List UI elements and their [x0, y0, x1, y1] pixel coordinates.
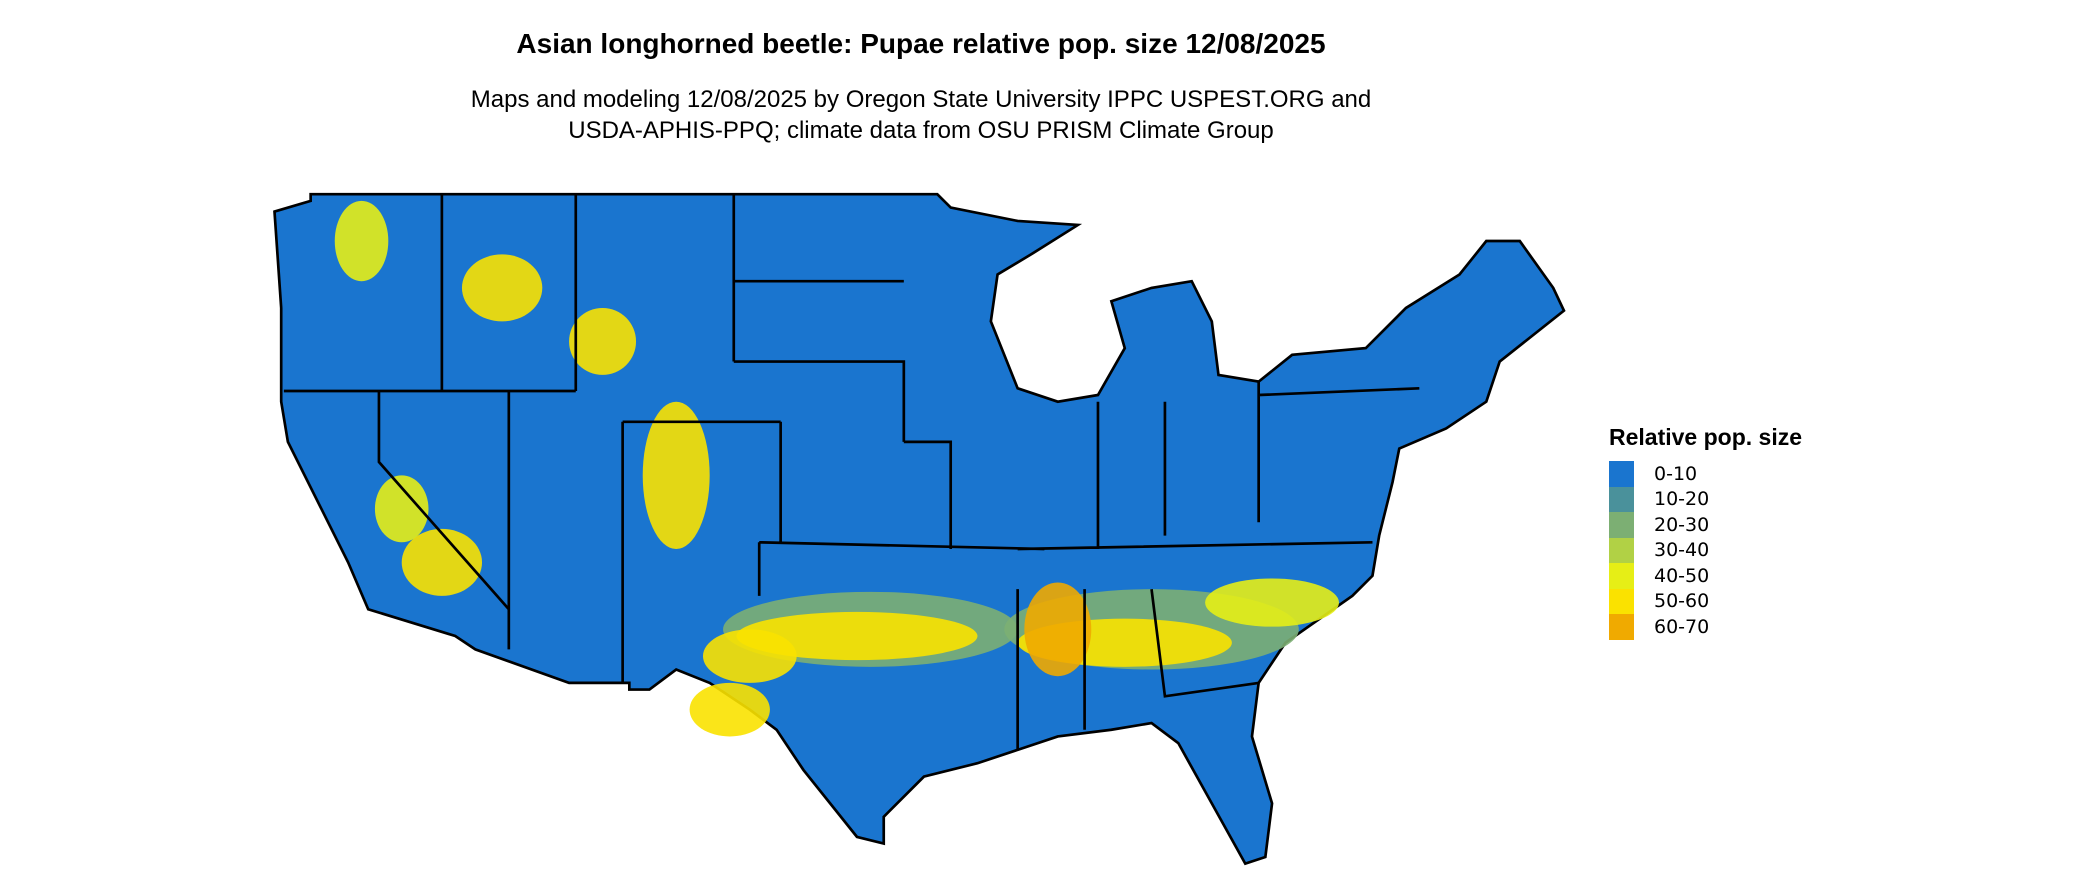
hotspot-area	[702, 629, 797, 683]
hotspot-area	[461, 254, 543, 322]
legend-item: 60-70	[1609, 614, 1802, 640]
map-subtitle-line-1: Maps and modeling 12/08/2025 by Oregon S…	[470, 86, 1372, 113]
legend-swatch	[1609, 563, 1634, 589]
legend-swatch	[1609, 588, 1634, 614]
legend: Relative pop. size 0-10 10-20 20-30 30-40 40…	[1609, 424, 1802, 640]
state-borders	[283, 194, 1420, 750]
hotspot-area	[569, 307, 637, 375]
legend-swatch	[1609, 537, 1634, 563]
legend-label: 30-40	[1654, 539, 1710, 562]
legend-label: 20-30	[1654, 513, 1710, 536]
border-line	[283, 194, 1420, 750]
legend-swatch	[1609, 614, 1634, 640]
legend-item: 10-20	[1609, 486, 1802, 512]
hotspot-area	[374, 475, 429, 543]
map-title: Asian longhorned beetle: Pupae relative …	[516, 28, 1326, 59]
hotspot-area	[401, 528, 483, 596]
legend-swatch	[1609, 486, 1634, 512]
legend-item: 20-30	[1609, 512, 1802, 538]
hotspot-area	[1205, 578, 1339, 627]
legend-item: 50-60	[1609, 588, 1802, 614]
legend-title: Relative pop. size	[1609, 424, 1803, 450]
legend-label: 50-60	[1654, 590, 1710, 613]
legend-item: 30-40	[1609, 537, 1802, 563]
legend-label: 0-10	[1654, 462, 1698, 485]
legend-label: 10-20	[1654, 488, 1710, 511]
legend-item: 0-10	[1609, 461, 1802, 487]
legend-swatch	[1609, 512, 1634, 538]
hotspot-area	[689, 682, 770, 737]
map-subtitle-line-2: USDA-APHIS-PPQ; climate data from OSU PR…	[568, 117, 1274, 144]
legend-label: 40-50	[1654, 564, 1710, 587]
legend-item: 40-50	[1609, 563, 1802, 589]
hotspot-area	[642, 401, 710, 549]
hotspot-area	[736, 611, 978, 661]
hotspot-area	[334, 200, 389, 282]
legend-label: 60-70	[1654, 615, 1710, 638]
legend-swatch	[1609, 461, 1634, 487]
hotspot-area	[1024, 582, 1092, 677]
